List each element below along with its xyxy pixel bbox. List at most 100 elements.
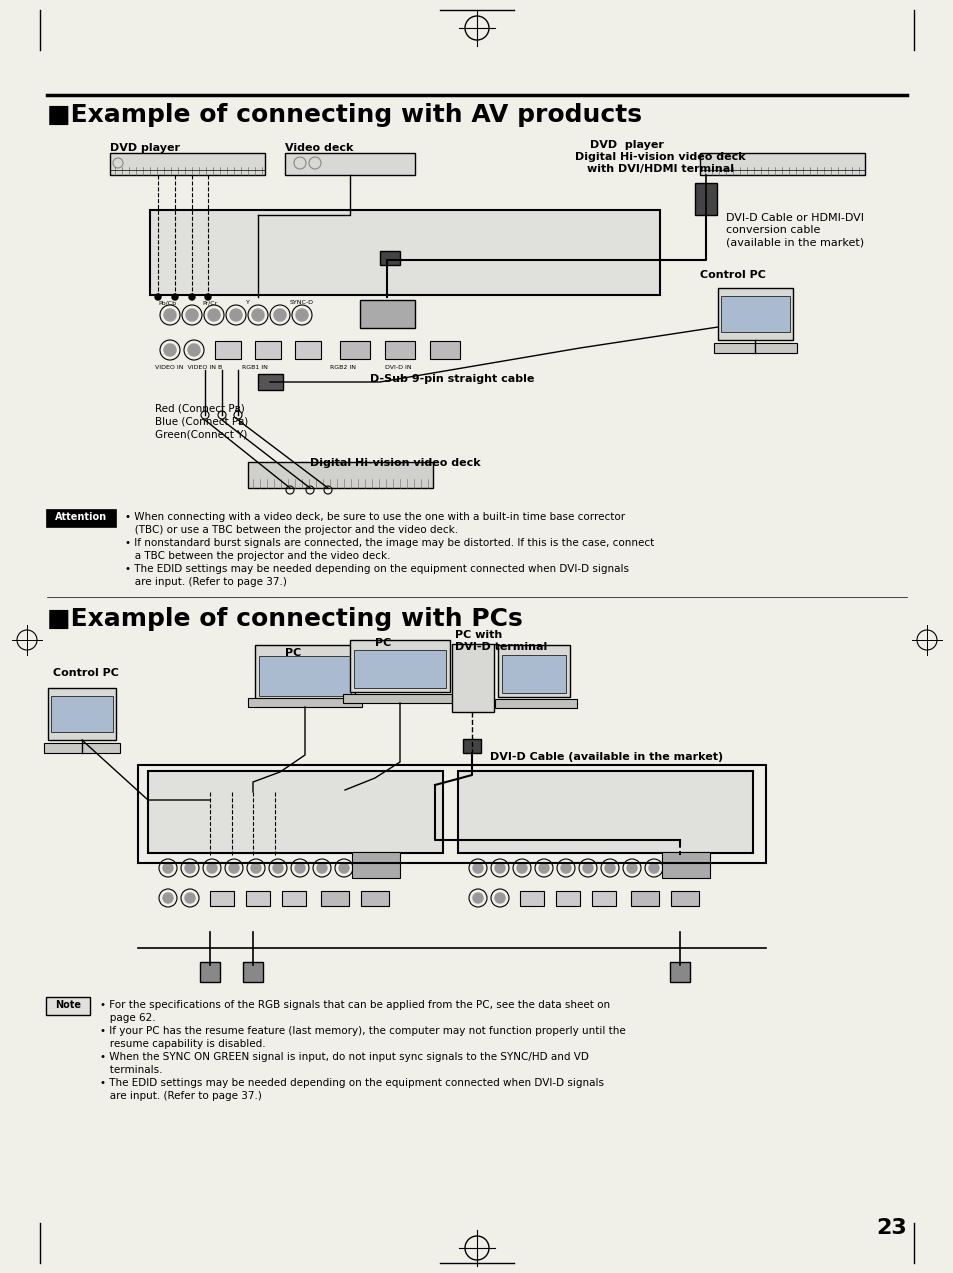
Text: DVI-D IN: DVI-D IN xyxy=(385,365,411,370)
FancyBboxPatch shape xyxy=(320,891,349,906)
Circle shape xyxy=(163,863,172,873)
FancyBboxPatch shape xyxy=(556,891,579,906)
Circle shape xyxy=(582,863,593,873)
Circle shape xyxy=(164,344,175,356)
FancyBboxPatch shape xyxy=(669,962,689,981)
FancyBboxPatch shape xyxy=(254,645,355,700)
FancyBboxPatch shape xyxy=(495,699,577,708)
FancyBboxPatch shape xyxy=(359,300,415,328)
Text: PC: PC xyxy=(285,648,301,658)
Text: page 62.: page 62. xyxy=(100,1013,155,1023)
FancyBboxPatch shape xyxy=(46,509,116,527)
Text: Note: Note xyxy=(55,1001,81,1009)
Circle shape xyxy=(604,863,615,873)
Text: DVI-D Cable or HDMI-DVI: DVI-D Cable or HDMI-DVI xyxy=(725,213,863,223)
Circle shape xyxy=(207,863,216,873)
Text: (TBC) or use a TBC between the projector and the video deck.: (TBC) or use a TBC between the projector… xyxy=(125,524,457,535)
Text: Red (Connect Pᴃ): Red (Connect Pᴃ) xyxy=(154,404,245,412)
Circle shape xyxy=(251,863,261,873)
Circle shape xyxy=(163,892,172,903)
Text: resume capability is disabled.: resume capability is disabled. xyxy=(100,1039,265,1049)
Text: terminals.: terminals. xyxy=(100,1066,162,1074)
FancyBboxPatch shape xyxy=(258,656,351,696)
Circle shape xyxy=(338,863,349,873)
Circle shape xyxy=(164,309,175,321)
Text: Pb/Cb: Pb/Cb xyxy=(158,300,176,306)
FancyBboxPatch shape xyxy=(350,640,450,693)
Text: • The EDID settings may be needed depending on the equipment connected when DVI-: • The EDID settings may be needed depend… xyxy=(125,564,628,574)
FancyBboxPatch shape xyxy=(110,153,265,174)
FancyBboxPatch shape xyxy=(339,341,370,359)
Text: Pr/Cr: Pr/Cr xyxy=(202,300,217,306)
Text: Digital Hi-vision video deck: Digital Hi-vision video deck xyxy=(575,151,745,162)
Text: Green(Connect Y): Green(Connect Y) xyxy=(154,429,247,439)
Text: • If your PC has the resume feature (last memory), the computer may not function: • If your PC has the resume feature (las… xyxy=(100,1026,625,1036)
FancyBboxPatch shape xyxy=(497,645,569,698)
FancyBboxPatch shape xyxy=(718,288,792,340)
Circle shape xyxy=(205,294,211,300)
Text: RGB2 IN: RGB2 IN xyxy=(330,365,355,370)
FancyBboxPatch shape xyxy=(343,694,456,703)
Circle shape xyxy=(274,309,286,321)
Circle shape xyxy=(185,863,194,873)
Circle shape xyxy=(154,294,161,300)
Circle shape xyxy=(560,863,571,873)
FancyBboxPatch shape xyxy=(661,852,709,878)
Circle shape xyxy=(473,892,482,903)
Text: DVI-D Cable (available in the market): DVI-D Cable (available in the market) xyxy=(490,752,722,763)
FancyBboxPatch shape xyxy=(360,891,389,906)
Circle shape xyxy=(252,309,264,321)
Text: D-Sub 9-pin straight cable: D-Sub 9-pin straight cable xyxy=(370,374,534,384)
Text: RGB1 IN: RGB1 IN xyxy=(242,365,268,370)
FancyBboxPatch shape xyxy=(457,771,752,853)
Text: ■Example of connecting with PCs: ■Example of connecting with PCs xyxy=(47,607,522,631)
FancyBboxPatch shape xyxy=(44,743,120,754)
Text: Control PC: Control PC xyxy=(700,270,765,280)
FancyBboxPatch shape xyxy=(630,891,659,906)
FancyBboxPatch shape xyxy=(46,997,90,1015)
Text: Digital Hi-vision video deck: Digital Hi-vision video deck xyxy=(310,458,480,468)
Text: Y: Y xyxy=(246,300,250,306)
FancyBboxPatch shape xyxy=(200,962,220,981)
FancyBboxPatch shape xyxy=(519,891,543,906)
FancyBboxPatch shape xyxy=(254,341,281,359)
Text: a TBC between the projector and the video deck.: a TBC between the projector and the vide… xyxy=(125,551,390,561)
Circle shape xyxy=(185,892,194,903)
Circle shape xyxy=(316,863,327,873)
FancyBboxPatch shape xyxy=(243,962,263,981)
Circle shape xyxy=(538,863,548,873)
Circle shape xyxy=(294,863,305,873)
FancyBboxPatch shape xyxy=(352,852,399,878)
Circle shape xyxy=(517,863,526,873)
Text: PC: PC xyxy=(375,638,391,648)
Text: Blue (Connect Pᴃ): Blue (Connect Pᴃ) xyxy=(154,416,248,426)
Text: DVD  player: DVD player xyxy=(589,140,663,150)
FancyBboxPatch shape xyxy=(385,341,415,359)
Text: • The EDID settings may be needed depending on the equipment connected when DVI-: • The EDID settings may be needed depend… xyxy=(100,1078,603,1088)
FancyBboxPatch shape xyxy=(430,341,459,359)
Text: DVD player: DVD player xyxy=(110,143,180,153)
Circle shape xyxy=(648,863,659,873)
Text: are input. (Refer to page 37.): are input. (Refer to page 37.) xyxy=(125,577,287,587)
FancyBboxPatch shape xyxy=(248,462,433,488)
Text: Attention: Attention xyxy=(55,512,107,522)
FancyBboxPatch shape xyxy=(51,696,112,732)
Text: with DVI/HDMI terminal: with DVI/HDMI terminal xyxy=(586,164,733,174)
FancyBboxPatch shape xyxy=(700,153,864,174)
Circle shape xyxy=(188,344,200,356)
Circle shape xyxy=(273,863,283,873)
Text: VIDEO IN  VIDEO IN B: VIDEO IN VIDEO IN B xyxy=(154,365,222,370)
Text: Video deck: Video deck xyxy=(285,143,353,153)
FancyBboxPatch shape xyxy=(294,341,320,359)
FancyBboxPatch shape xyxy=(379,251,399,265)
FancyBboxPatch shape xyxy=(452,644,494,712)
FancyBboxPatch shape xyxy=(150,210,659,295)
FancyBboxPatch shape xyxy=(501,656,565,693)
Circle shape xyxy=(189,294,194,300)
FancyBboxPatch shape xyxy=(285,153,415,174)
Circle shape xyxy=(473,863,482,873)
Circle shape xyxy=(495,892,504,903)
Circle shape xyxy=(230,309,242,321)
Text: conversion cable: conversion cable xyxy=(725,225,820,236)
Text: PC with: PC with xyxy=(455,630,501,640)
